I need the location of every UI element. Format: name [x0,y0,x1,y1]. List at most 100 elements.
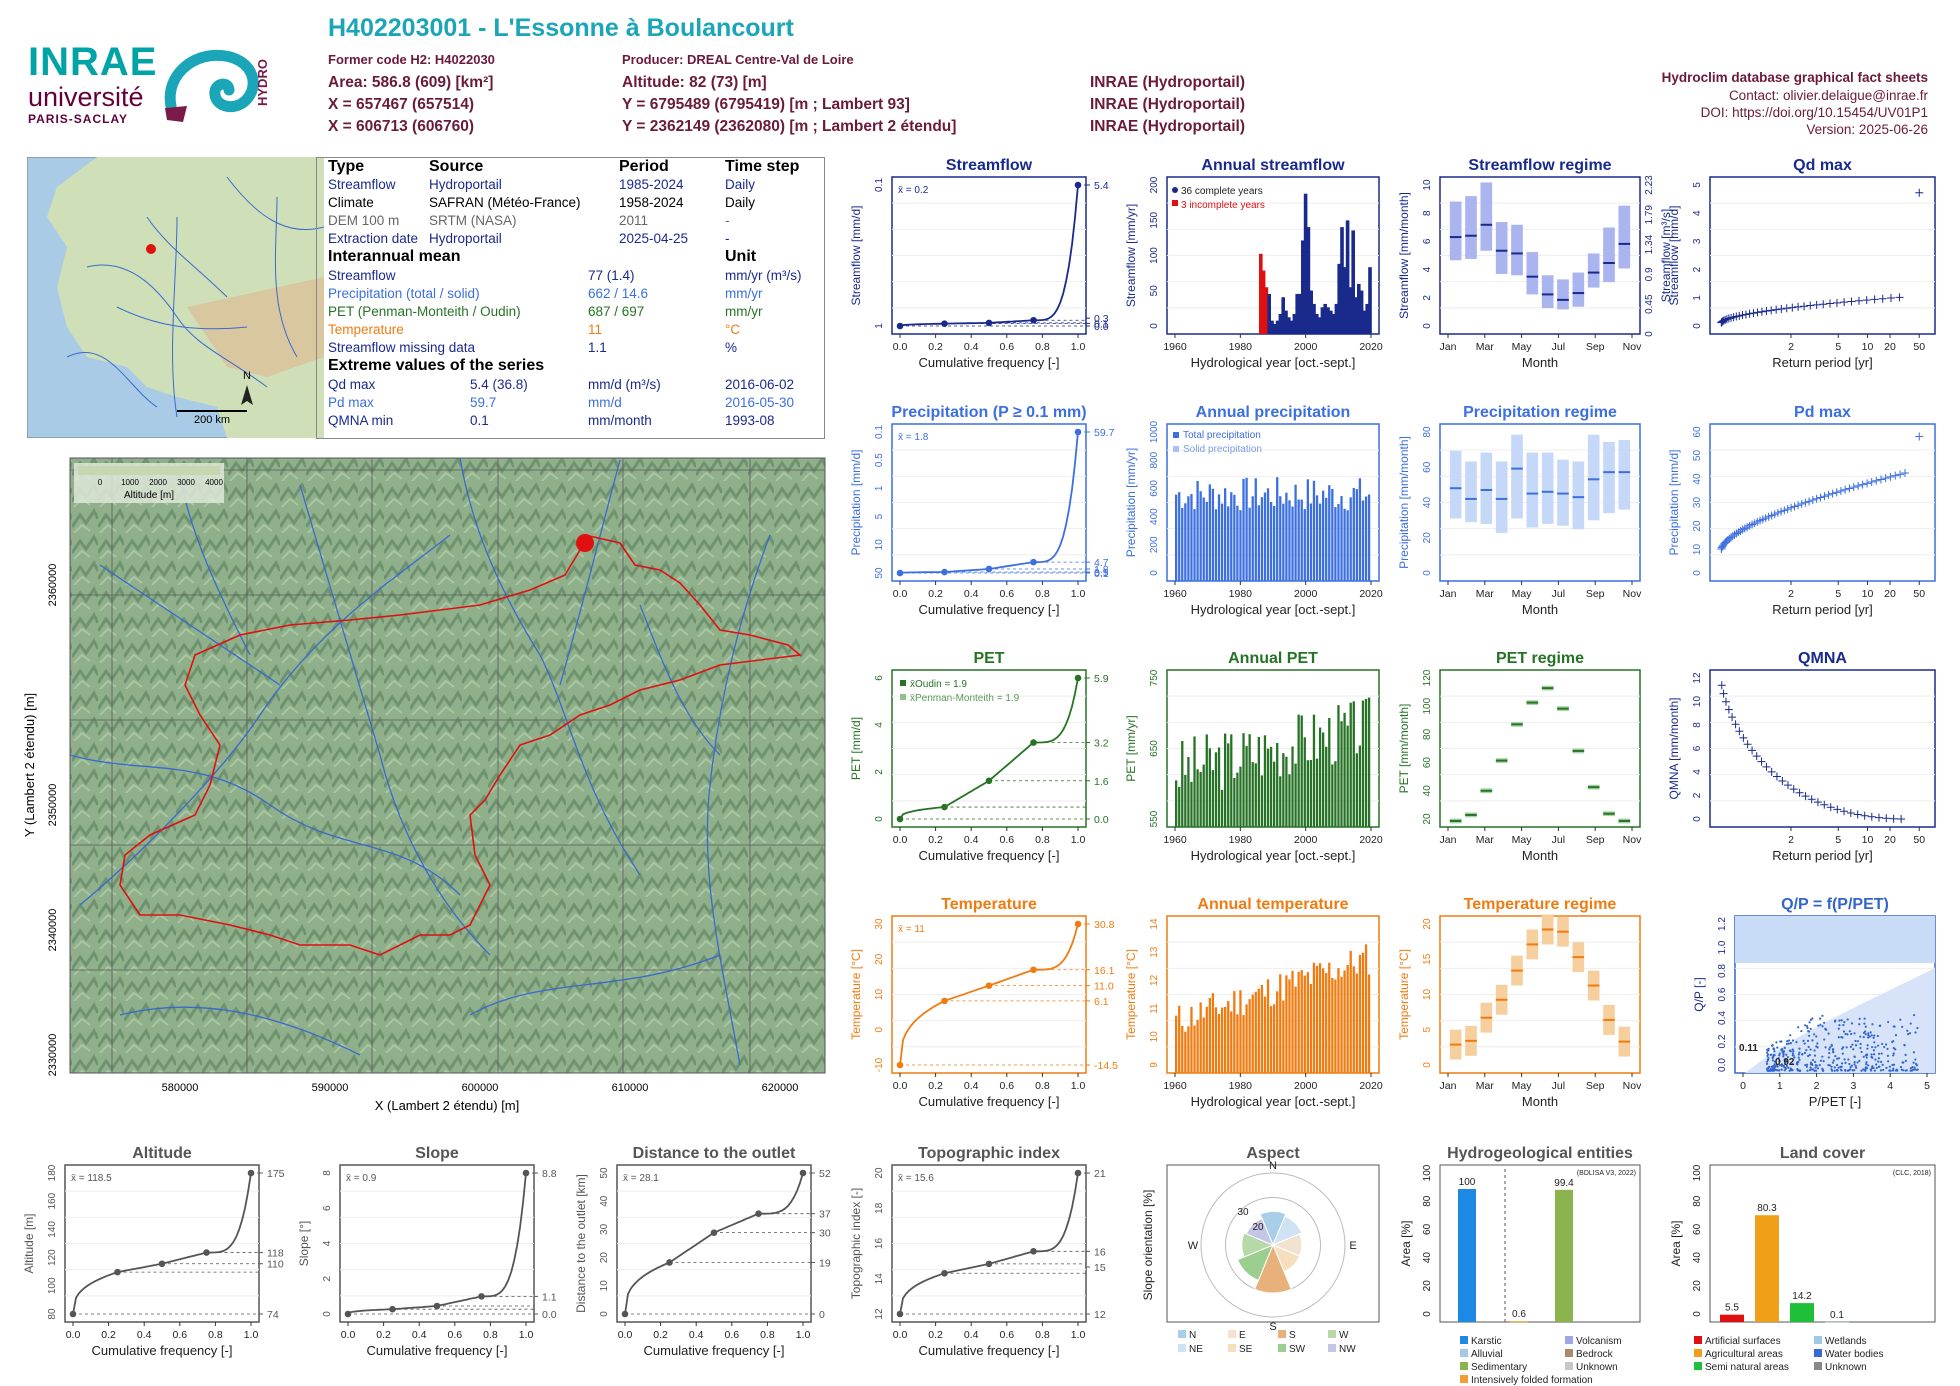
annual-bar [1217,1013,1221,1073]
y-tick-label: 30 [1692,497,1703,509]
chart-title: Streamflow regime [1468,157,1611,174]
scatter-point [1787,1066,1790,1069]
annual-bar [1184,774,1187,827]
y-tick-label: 5 [1692,182,1703,188]
row-extraction-step: - [725,231,730,246]
x-axis-label: Hydrological year [oct.-sept.] [1191,602,1356,617]
annual-bar [1288,500,1291,581]
y-tick-label: 6 [1422,238,1433,244]
hydro-bar-label: 100 [1459,1177,1476,1188]
annual-bar [1220,1007,1224,1073]
x-tick-label: 1960 [1163,1080,1187,1092]
aspect-legend-label: N [1189,1330,1196,1341]
annual-bar [1318,963,1322,1073]
annual-bar [1298,293,1302,334]
hydro-legend-swatch [1460,1362,1468,1370]
right-tick-label: 0.5 [1094,567,1109,579]
y-tick-label: 10 [1692,544,1703,556]
annual-bar [1236,1014,1239,1073]
month-tick-label: Jan [1440,341,1457,353]
hydro-legend-swatch [1460,1336,1468,1344]
return-period-point [1832,488,1841,497]
annual-bar [1278,313,1283,334]
return-period-point [1789,785,1798,794]
y-tick-label: 20 [1422,918,1433,930]
return-period-point [1812,300,1821,309]
y-tick-label: 150 [1149,211,1160,228]
annual-bar [1312,480,1316,581]
scatter-point [1782,1064,1785,1067]
scatter-point [1900,1068,1903,1071]
scatter-point [1811,1058,1815,1062]
altitude-legend-tick: 2000 [149,478,167,487]
scatter-point [1865,1067,1869,1070]
y2-tick-label: 2.23 [1644,175,1655,195]
right-tick-label: 11.0 [1094,981,1114,993]
annotation-qp: 0.11 [1739,1043,1758,1054]
x-tick-label: 2 [1814,1080,1820,1092]
scatter-point [1813,1054,1817,1057]
regime-box [1618,440,1631,510]
y-tick-label: 40 [1692,473,1703,485]
y2-tick-label: 1.34 [1644,234,1655,254]
map-xtick: 590000 [312,1082,349,1094]
return-period-point [1836,487,1845,496]
y-tick-label: 50 [1692,450,1703,462]
scatter-point [1830,1044,1833,1047]
annual-bar [1340,976,1343,1073]
y-axis-label: QMNA [mm/month] [1667,697,1681,799]
hydro-bar [1458,1189,1476,1322]
right-tick-label: 110 [267,1259,284,1271]
scatter-point [1863,1017,1866,1020]
y-tick-label: 650 [1149,740,1160,757]
scatter-point [1899,1066,1903,1069]
right-tick-label: 0.0 [1094,321,1109,333]
y-tick-label: 0 [1692,323,1703,329]
return-period-point [1832,298,1841,307]
scatter-point [1870,1053,1873,1056]
y-tick-label: 80 [1692,1195,1703,1207]
doi-link[interactable]: DOI: https://doi.org/10.15454/UV01P1 [1700,105,1928,120]
y-tick-label: 100 [1692,1164,1703,1181]
annual-bar [1199,771,1202,827]
y-tick-label: 10 [1422,179,1433,191]
altitude-legend-title: Altitude [m] [124,490,174,501]
annual-bar [1181,1025,1184,1073]
chart-title: Distance to the outlet [633,1145,796,1162]
x-tick-label: 0.4 [964,1329,979,1341]
scatter-point [1849,1045,1853,1049]
annual-bar [1297,499,1300,581]
chart-title: Topographic index [918,1145,1060,1162]
y-tick-label: 1.2 [1717,917,1728,931]
annual-bar [1233,991,1236,1073]
scatter-point [1909,1067,1912,1070]
aspect-sector [1259,1210,1287,1247]
right-tick-label: 74 [267,1309,279,1321]
scatter-point [1872,1036,1875,1039]
y-axis-label: PET [mm/month] [1397,704,1411,794]
annual-bar [1187,1026,1190,1073]
annual-bar [1269,502,1273,581]
x-lambert2: X = 606713 (606760) [328,118,475,135]
former-code: Former code H2: H4022030 [328,52,495,67]
right-tick-label: 16.1 [1094,965,1115,977]
return-period-point [1734,528,1743,537]
chart-title: PET [973,650,1004,667]
y-tick-label: 120 [47,1249,58,1266]
scatter-point [1827,1056,1830,1059]
y-axis-label: Area [%] [1399,1220,1413,1266]
return-period-point [1748,746,1757,755]
month-tick-label: Jan [1440,588,1457,600]
return-period-point [1896,470,1905,479]
return-period-point [1820,800,1829,809]
mean-streamflow-label: Streamflow [328,268,396,283]
annual-bar [1343,267,1347,334]
scatter-point [1818,1063,1821,1067]
x-tick-label: 0.6 [172,1329,187,1341]
scatter-point [1811,1039,1814,1042]
y-tick-label: 40 [1692,1252,1703,1264]
y-axis-label: PET [mm/yr] [1124,715,1138,781]
y-tick-label: 50 [599,1167,610,1179]
scatter-point [1916,1068,1919,1071]
annual-bar [1297,971,1300,1073]
